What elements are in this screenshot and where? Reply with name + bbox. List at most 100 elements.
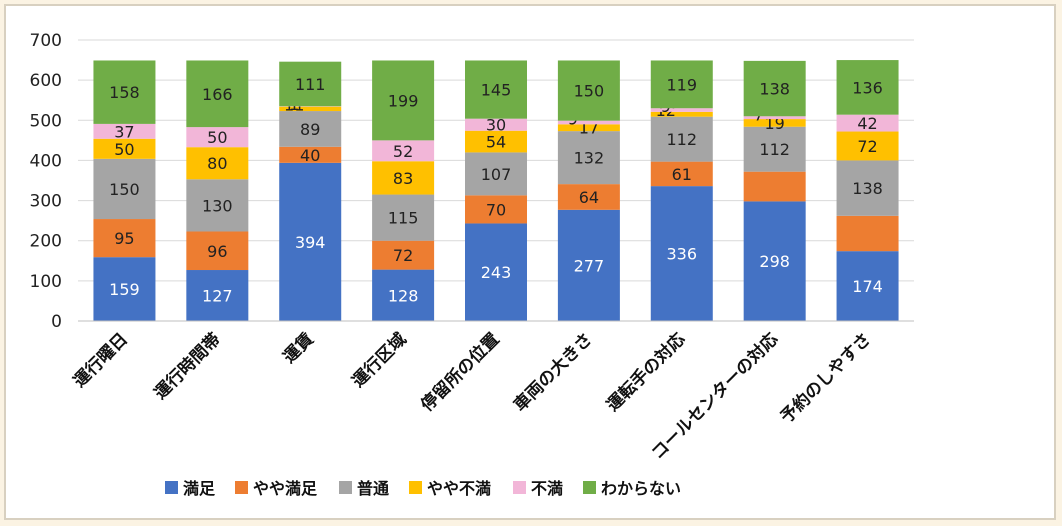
data-label: 50 [207, 128, 227, 147]
data-label: 132 [574, 149, 605, 168]
bar-segment [743, 60, 806, 117]
data-label: 72 [393, 246, 413, 265]
bar-segment [372, 194, 435, 241]
bar-segment [743, 171, 806, 202]
bar-segment [836, 60, 899, 115]
legend-swatch [235, 481, 248, 494]
bar-segment [186, 179, 249, 232]
bar-segment [93, 257, 156, 321]
data-label: 64 [579, 188, 599, 207]
bar-segment [186, 231, 249, 271]
bar-segment [186, 60, 249, 128]
bar-segment [93, 138, 156, 159]
data-label: 394 [295, 233, 326, 252]
y-tick-label: 600 [30, 71, 62, 91]
x-tick-label: 停留所の位置 [417, 329, 504, 416]
data-label: 128 [388, 286, 419, 305]
bar-segment [465, 223, 527, 321]
data-label: 243 [481, 263, 512, 282]
data-label: 52 [393, 142, 413, 161]
bar-segment [186, 147, 249, 180]
x-tick-label: 車両の大きさ [509, 329, 596, 416]
data-label: 138 [852, 179, 883, 198]
bar-segment [650, 111, 713, 117]
y-tick-label: 700 [30, 31, 62, 51]
bar-segment [465, 152, 527, 196]
bar-segment [650, 116, 713, 162]
legend-swatch [583, 481, 596, 494]
data-label: 89 [300, 120, 320, 139]
x-tick-label: 運賃 [279, 329, 318, 368]
bar-segment [836, 114, 899, 132]
y-tick-label: 0 [51, 312, 62, 332]
legend-label: 普通 [357, 479, 389, 498]
bar-segment [372, 140, 435, 162]
bar-segment [836, 215, 899, 252]
data-label: 54 [486, 133, 506, 152]
legend-label: 不満 [531, 479, 563, 498]
x-tick-label: 運行曜日 [69, 329, 132, 392]
bar-segment [372, 60, 435, 141]
bar-segment [743, 201, 806, 321]
legend-label: やや不満 [427, 479, 491, 498]
bar-segment [465, 130, 527, 153]
data-label: 111 [295, 75, 326, 94]
bar-segment [465, 118, 527, 131]
bar-segment [372, 240, 435, 270]
bar-segment [93, 219, 156, 258]
data-label: 80 [207, 154, 227, 173]
legend-label: わからない [601, 479, 681, 498]
x-tick-label: 運行区域 [348, 329, 411, 392]
y-tick-label: 400 [30, 151, 62, 171]
data-label: 136 [852, 78, 883, 97]
data-label: 277 [574, 256, 605, 275]
legend-swatch [339, 481, 352, 494]
data-label: 30 [486, 116, 506, 135]
data-label: 150 [109, 180, 140, 199]
data-label: 174 [852, 277, 883, 296]
data-label: 95 [114, 229, 134, 248]
bar-segment [557, 209, 620, 321]
bar-segment [650, 186, 713, 321]
bar-segment [650, 60, 713, 109]
bar-segment [836, 251, 899, 321]
data-label: 40 [300, 146, 320, 165]
data-label: 119 [667, 75, 698, 94]
bar-segment [372, 269, 435, 321]
bar-segment [557, 60, 620, 121]
data-label: 115 [388, 209, 419, 228]
data-label: 127 [202, 287, 233, 306]
bar-segment [650, 161, 713, 187]
data-label: 50 [114, 140, 134, 159]
legend-swatch [409, 481, 422, 494]
bar-segment [743, 126, 806, 172]
data-label: 159 [109, 280, 140, 299]
bar-segment [279, 111, 342, 147]
y-tick-label: 200 [30, 232, 62, 252]
data-label: 72 [857, 137, 877, 156]
legend-label: 満足 [183, 479, 216, 498]
bar-segment [743, 116, 806, 120]
data-label: 42 [857, 114, 877, 133]
bar-segment [743, 119, 806, 127]
bar-segment [93, 60, 156, 124]
y-tick-label: 100 [30, 272, 62, 292]
legend-swatch [513, 481, 526, 494]
data-label: 70 [486, 200, 506, 219]
data-label: 166 [202, 85, 233, 104]
bar-segment [186, 270, 249, 321]
bar-segment [465, 195, 527, 224]
y-tick-label: 500 [30, 111, 62, 131]
bar-segment [465, 60, 527, 119]
bar-segment [93, 123, 156, 139]
data-label: 138 [759, 80, 790, 99]
data-label: 96 [207, 242, 227, 261]
data-label: 107 [481, 165, 512, 184]
data-label: 199 [388, 91, 419, 110]
bar-segment [557, 124, 620, 132]
x-tick-label: 運行時間帯 [150, 329, 225, 404]
data-label: 37 [114, 122, 134, 141]
data-label: 158 [109, 83, 140, 102]
bar-segment [836, 160, 899, 216]
